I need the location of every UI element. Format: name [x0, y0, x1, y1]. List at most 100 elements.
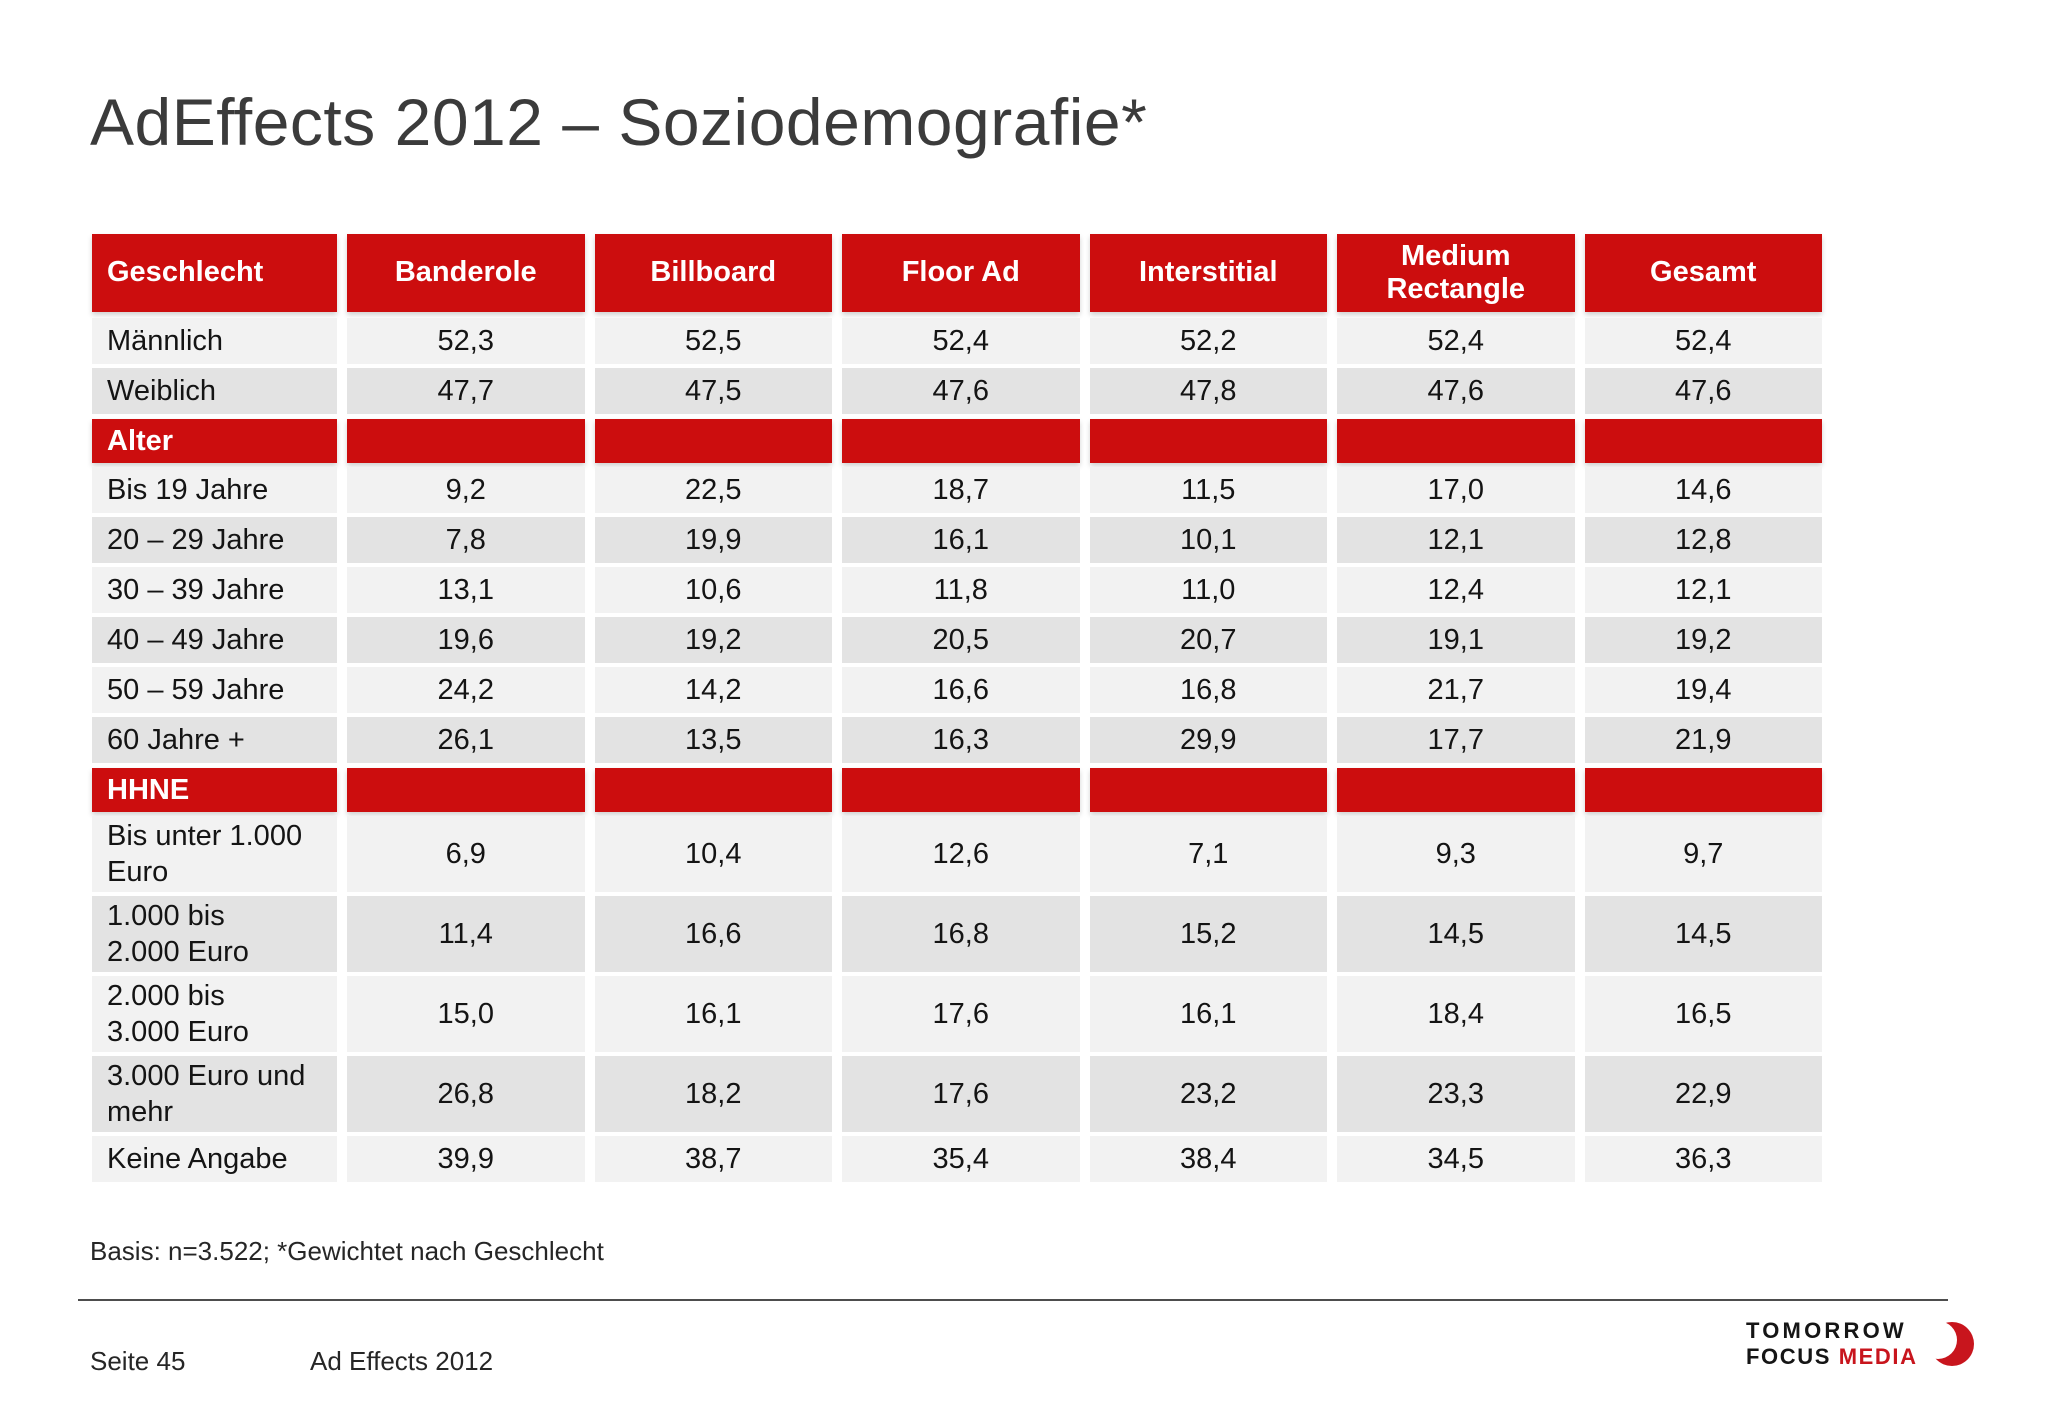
footer-divider	[78, 1299, 1948, 1301]
value-cell: 17,0	[1337, 467, 1575, 513]
logo-media-text: MEDIA	[1838, 1344, 1918, 1369]
section-empty-cell	[594, 768, 832, 812]
value-cell: 18,2	[594, 1056, 832, 1132]
value-cell: 20,7	[1089, 617, 1327, 663]
page-number: Seite 45	[90, 1346, 186, 1376]
value-cell: 26,1	[347, 717, 585, 763]
section-empty-cell	[842, 768, 1080, 812]
value-cell: 17,6	[842, 976, 1080, 1052]
row-label: 1.000 bis 2.000 Euro	[92, 896, 337, 972]
section-empty-cell	[842, 419, 1080, 463]
value-cell: 16,5	[1584, 976, 1822, 1052]
value-cell: 39,9	[347, 1136, 585, 1182]
value-cell: 11,4	[347, 896, 585, 972]
value-cell: 23,2	[1089, 1056, 1327, 1132]
column-header: Geschlecht	[92, 234, 337, 312]
value-cell: 47,7	[347, 368, 585, 414]
column-header: Billboard	[594, 234, 832, 312]
value-cell: 34,5	[1337, 1136, 1575, 1182]
section-empty-cell	[1089, 419, 1327, 463]
section-empty-cell	[1584, 768, 1822, 812]
value-cell: 38,4	[1089, 1136, 1327, 1182]
value-cell: 19,2	[594, 617, 832, 663]
section-empty-cell	[1337, 768, 1575, 812]
value-cell: 35,4	[842, 1136, 1080, 1182]
value-cell: 7,1	[1089, 816, 1327, 892]
value-cell: 14,5	[1337, 896, 1575, 972]
tomorrow-focus-media-logo: TOMORROW FOCUS MEDIA	[1746, 1320, 1975, 1368]
value-cell: 52,4	[842, 318, 1080, 364]
row-label: Männlich	[92, 318, 337, 364]
crescent-icon	[1926, 1321, 1974, 1366]
section-empty-cell	[1584, 419, 1822, 463]
value-cell: 52,3	[347, 318, 585, 364]
value-cell: 14,6	[1584, 467, 1822, 513]
value-cell: 47,6	[1584, 368, 1822, 414]
value-cell: 11,0	[1089, 567, 1327, 613]
table-row: Weiblich 47,7 47,5 47,6 47,8 47,6 47,6	[92, 368, 1822, 414]
value-cell: 16,3	[842, 717, 1080, 763]
row-label: Bis unter 1.000 Euro	[92, 816, 337, 892]
value-cell: 19,9	[594, 517, 832, 563]
value-cell: 26,8	[347, 1056, 585, 1132]
value-cell: 20,5	[842, 617, 1080, 663]
section-header-row: Alter	[92, 419, 1822, 463]
section-header-row: HHNE	[92, 768, 1822, 812]
column-header: Gesamt	[1584, 234, 1822, 312]
value-cell: 15,0	[347, 976, 585, 1052]
table-row: Bis 19 Jahre 9,2 22,5 18,7 11,5 17,0 14,6	[92, 467, 1822, 513]
logo-text: TOMORROW FOCUS MEDIA	[1746, 1320, 1918, 1368]
value-cell: 16,1	[1089, 976, 1327, 1052]
table-row: Keine Angabe 39,9 38,7 35,4 38,4 34,5 36,3	[92, 1136, 1822, 1182]
value-cell: 9,7	[1584, 816, 1822, 892]
value-cell: 47,5	[594, 368, 832, 414]
table-row: 20 – 29 Jahre 7,8 19,9 16,1 10,1 12,1 12,8	[92, 517, 1822, 563]
table-row: 1.000 bis 2.000 Euro 11,4 16,6 16,8 15,2 14,5…	[92, 896, 1822, 972]
value-cell: 16,6	[594, 896, 832, 972]
page-title: AdEffects 2012 – Soziodemografie*	[90, 85, 1148, 159]
row-label: Keine Angabe	[92, 1136, 337, 1182]
table-header-row: Geschlecht Banderole Billboard Floor Ad Inte…	[92, 234, 1822, 312]
section-empty-cell	[347, 419, 585, 463]
logo-line-tomorrow: TOMORROW	[1746, 1318, 1907, 1343]
value-cell: 12,4	[1337, 567, 1575, 613]
section-label: Alter	[92, 419, 337, 463]
value-cell: 19,4	[1584, 667, 1822, 713]
section-empty-cell	[1089, 768, 1327, 812]
value-cell: 24,2	[347, 667, 585, 713]
value-cell: 16,8	[1089, 667, 1327, 713]
value-cell: 18,4	[1337, 976, 1575, 1052]
value-cell: 14,2	[594, 667, 832, 713]
value-cell: 19,2	[1584, 617, 1822, 663]
value-cell: 10,1	[1089, 517, 1327, 563]
value-cell: 52,4	[1337, 318, 1575, 364]
value-cell: 13,1	[347, 567, 585, 613]
table-row: 2.000 bis 3.000 Euro 15,0 16,1 17,6 16,1 18,4…	[92, 976, 1822, 1052]
logo-line-focus-media: FOCUS MEDIA	[1746, 1346, 1918, 1368]
value-cell: 21,7	[1337, 667, 1575, 713]
row-label: 60 Jahre +	[92, 717, 337, 763]
value-cell: 12,8	[1584, 517, 1822, 563]
value-cell: 47,8	[1089, 368, 1327, 414]
value-cell: 10,6	[594, 567, 832, 613]
basis-footnote: Basis: n=3.522; *Gewichtet nach Geschlec…	[90, 1236, 604, 1266]
table-row: 40 – 49 Jahre 19,6 19,2 20,5 20,7 19,1 19,2	[92, 617, 1822, 663]
value-cell: 52,5	[594, 318, 832, 364]
value-cell: 16,1	[594, 976, 832, 1052]
row-label: 50 – 59 Jahre	[92, 667, 337, 713]
value-cell: 15,2	[1089, 896, 1327, 972]
column-header: Floor Ad	[842, 234, 1080, 312]
row-label: 3.000 Euro und mehr	[92, 1056, 337, 1132]
table-row: Bis unter 1.000 Euro 6,9 10,4 12,6 7,1 9,3 9,7	[92, 816, 1822, 892]
value-cell: 22,5	[594, 467, 832, 513]
row-label: 30 – 39 Jahre	[92, 567, 337, 613]
value-cell: 9,3	[1337, 816, 1575, 892]
row-label: 40 – 49 Jahre	[92, 617, 337, 663]
value-cell: 19,6	[347, 617, 585, 663]
value-cell: 12,1	[1584, 567, 1822, 613]
value-cell: 18,7	[842, 467, 1080, 513]
column-header: Medium Rectangle	[1337, 234, 1575, 312]
table-row: 30 – 39 Jahre 13,1 10,6 11,8 11,0 12,4 12,1	[92, 567, 1822, 613]
section-empty-cell	[1337, 419, 1575, 463]
